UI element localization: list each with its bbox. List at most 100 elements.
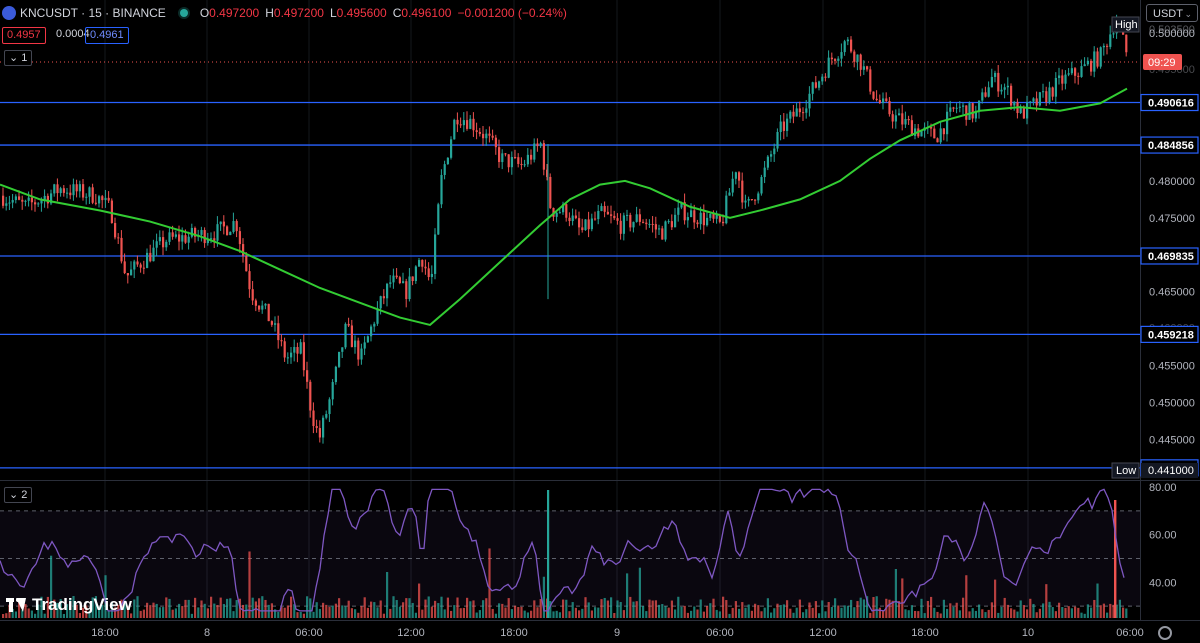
volume-bar bbox=[818, 613, 821, 618]
volume-bar bbox=[648, 599, 651, 618]
ma-line bbox=[0, 87, 1128, 327]
tradingview-logo[interactable]: TradingView bbox=[6, 595, 132, 615]
volume-bar bbox=[942, 599, 945, 618]
volume-bar bbox=[296, 612, 299, 618]
candle bbox=[882, 92, 885, 110]
candle bbox=[677, 199, 680, 222]
volume-bar bbox=[837, 605, 840, 618]
candle bbox=[219, 221, 222, 231]
candle bbox=[542, 140, 545, 176]
volume-bar bbox=[706, 605, 709, 618]
candle bbox=[43, 189, 46, 208]
volume-bar bbox=[859, 597, 862, 618]
volume-bar bbox=[843, 605, 846, 618]
volume-bar bbox=[629, 596, 632, 618]
volume-bar bbox=[699, 599, 702, 618]
ohlc-open: O0.497200 bbox=[199, 6, 260, 20]
volume-bar bbox=[712, 598, 715, 618]
candle bbox=[613, 210, 616, 221]
volume-bar bbox=[434, 600, 437, 618]
candle bbox=[482, 126, 485, 146]
volume-bar bbox=[418, 583, 421, 618]
volume-bar bbox=[1067, 606, 1070, 618]
volume-bar bbox=[395, 600, 398, 618]
candle bbox=[1042, 83, 1045, 98]
candle bbox=[66, 187, 69, 199]
candle bbox=[1090, 58, 1093, 76]
candle bbox=[594, 211, 597, 221]
volume-bar bbox=[101, 604, 104, 618]
candle bbox=[280, 334, 283, 347]
volume-bar bbox=[520, 606, 523, 618]
candle bbox=[1109, 25, 1112, 50]
level-tag-text: 0.469835 bbox=[1148, 251, 1194, 263]
indicator-1-toggle[interactable]: ⌄ 1 bbox=[4, 50, 33, 66]
volume-bar bbox=[1086, 604, 1089, 618]
candle bbox=[1080, 59, 1083, 78]
volume-bar bbox=[578, 610, 581, 618]
volume-bar bbox=[290, 596, 293, 618]
candle bbox=[114, 217, 117, 240]
volume-bar bbox=[430, 606, 433, 618]
candle bbox=[293, 339, 296, 362]
candle bbox=[200, 226, 203, 242]
volume-bar bbox=[1118, 599, 1121, 618]
candle bbox=[142, 260, 145, 275]
candle bbox=[302, 334, 305, 377]
volume-bar bbox=[78, 613, 81, 618]
candle bbox=[21, 195, 24, 210]
volume-bar bbox=[1102, 603, 1105, 618]
volume-bar bbox=[597, 607, 600, 618]
volume-bar bbox=[1006, 604, 1009, 618]
sell-price-button[interactable]: 0.4957 bbox=[2, 27, 46, 44]
level-tag-text: 0.484856 bbox=[1148, 140, 1194, 152]
candle bbox=[974, 105, 977, 123]
candle bbox=[661, 225, 664, 240]
volume-bar bbox=[130, 613, 133, 618]
candle bbox=[446, 157, 449, 165]
currency-select[interactable]: USDT ⌄ bbox=[1146, 4, 1198, 22]
candle bbox=[5, 196, 8, 211]
candle bbox=[235, 219, 238, 238]
volume-bar bbox=[741, 602, 744, 618]
candle bbox=[1038, 91, 1041, 107]
candle bbox=[942, 128, 945, 141]
candle bbox=[299, 339, 302, 355]
candle bbox=[152, 239, 155, 262]
volume-bar bbox=[357, 612, 360, 618]
ohlc-change: −0.001200 (−0.24%) bbox=[457, 6, 567, 20]
volume-bar bbox=[162, 607, 165, 618]
price-tick: 0.445000 bbox=[1149, 434, 1195, 446]
chevron-down-icon: ⌄ bbox=[9, 52, 19, 64]
candle bbox=[462, 112, 465, 133]
volume-bar bbox=[894, 568, 897, 618]
candle bbox=[216, 216, 219, 247]
volume-bar bbox=[613, 613, 616, 618]
symbol-title[interactable]: KNCUSDT · 15 · BINANCE bbox=[20, 6, 166, 20]
volume-bar bbox=[994, 579, 997, 618]
volume-bar bbox=[658, 604, 661, 618]
candle bbox=[981, 88, 984, 104]
candle bbox=[453, 118, 456, 140]
indicator-2-toggle[interactable]: ⌄ 2 bbox=[4, 487, 33, 503]
candle bbox=[667, 219, 670, 224]
volume-bar bbox=[91, 597, 94, 618]
candle bbox=[962, 102, 965, 115]
volume-bar bbox=[773, 608, 776, 618]
volume-bar bbox=[293, 604, 296, 618]
settings-icon[interactable] bbox=[1158, 626, 1172, 640]
buy-price-button[interactable]: 0.4961 bbox=[85, 27, 129, 44]
candle bbox=[328, 397, 331, 422]
candle bbox=[491, 129, 494, 141]
candle bbox=[130, 261, 133, 276]
volume-bar bbox=[206, 608, 209, 618]
candle bbox=[744, 194, 747, 209]
level-tag-text: 0.459218 bbox=[1148, 329, 1194, 341]
candle bbox=[366, 335, 369, 343]
volume-bar bbox=[1125, 608, 1128, 618]
candle bbox=[322, 415, 325, 444]
volume-bar bbox=[139, 610, 142, 618]
volume-bar bbox=[437, 603, 440, 618]
candle bbox=[370, 324, 373, 342]
